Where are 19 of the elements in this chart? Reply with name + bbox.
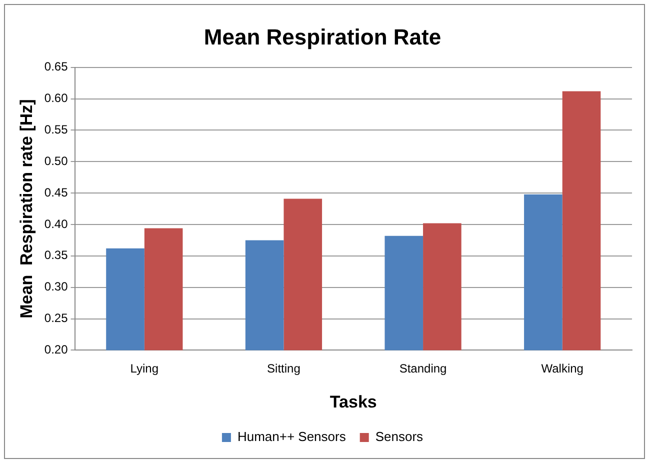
- x-tick-label: Walking: [541, 362, 584, 376]
- x-tick-label: Lying: [130, 362, 159, 376]
- y-tick-label: 0.35: [44, 248, 68, 262]
- y-tick-label: 0.55: [44, 122, 68, 137]
- x-tick-label: Sitting: [267, 362, 300, 376]
- y-tick-label: 0.65: [44, 60, 68, 74]
- y-tick-label: 0.60: [44, 91, 68, 106]
- legend-label: Sensors: [375, 429, 424, 444]
- y-tick-label: 0.45: [44, 185, 68, 200]
- x-axis-title: Tasks: [330, 392, 377, 412]
- legend-label: Human++ Sensors: [237, 429, 346, 444]
- y-axis-title: Mean Respiration rate [Hz]: [16, 99, 36, 318]
- y-tick-label: 0.40: [44, 216, 68, 231]
- chart-title: Mean Respiration Rate: [204, 24, 442, 50]
- y-tick-label: 0.25: [44, 311, 68, 326]
- y-tick-label: 0.50: [44, 154, 68, 168]
- y-tick-label: 0.20: [44, 342, 68, 357]
- x-tick-label: Standing: [399, 362, 447, 376]
- y-tick-label: 0.30: [44, 280, 68, 294]
